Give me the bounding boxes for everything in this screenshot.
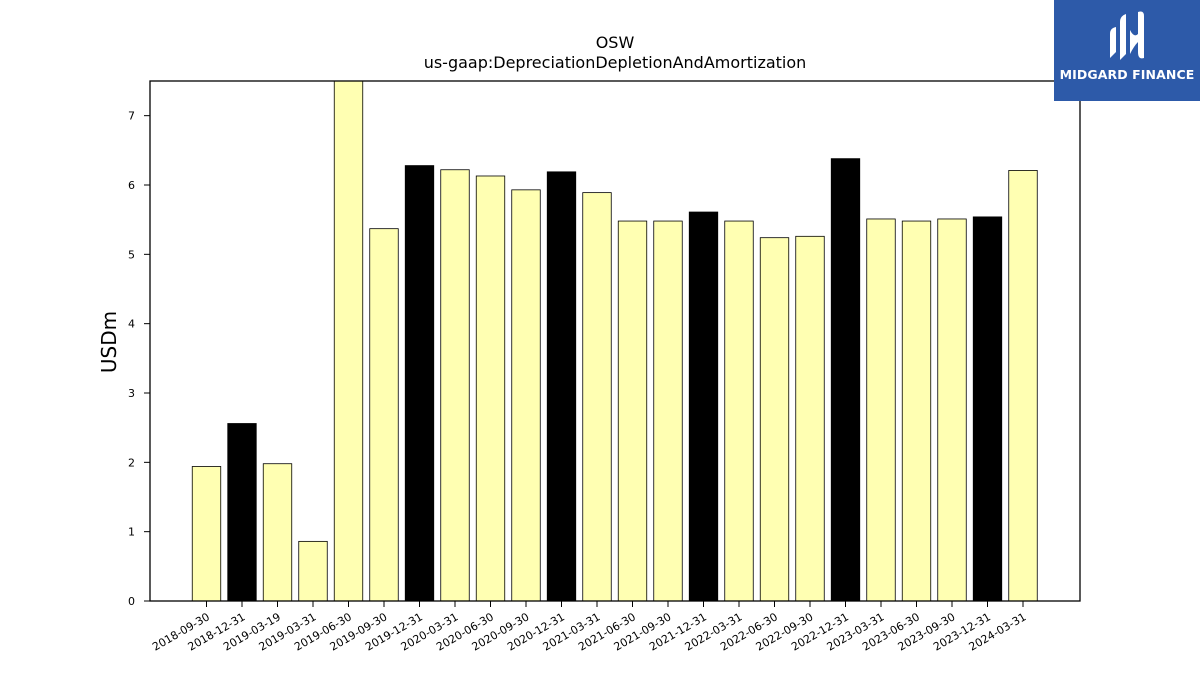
midgard-finance-logo: MIDGARD FINANCE: [1054, 0, 1200, 101]
bar-2024-03-31: [1008, 170, 1038, 602]
y-tick-label: 0: [128, 595, 135, 608]
bar-2018-09-30: [191, 466, 222, 602]
bar-2023-06-30: [901, 220, 932, 602]
bar-2020-03-31: [440, 169, 470, 602]
bar-2019-12-31: [404, 165, 435, 602]
bar-2023-09-30: [937, 218, 967, 602]
y-tick-label: 5: [128, 248, 135, 261]
y-tick-label: 3: [128, 387, 135, 400]
bar-2022-12-31: [830, 158, 861, 602]
bar-2021-06-30: [617, 220, 648, 602]
bar-2020-09-30: [511, 189, 541, 602]
y-tick-label: 4: [128, 318, 135, 331]
y-tick-label: 6: [128, 179, 135, 192]
bar-2021-03-31: [582, 192, 612, 602]
bar-2023-12-31: [972, 216, 1003, 602]
y-tick-label: 2: [128, 456, 135, 469]
bar-2019-09-30: [369, 228, 399, 602]
chart-title: OSW: [596, 33, 635, 52]
bar-2019-03-19: [262, 463, 293, 602]
y-tick-label: 1: [128, 526, 135, 539]
bar-2019-03-31: [298, 540, 328, 602]
bar-2022-03-31: [724, 220, 754, 602]
bar-2019-06-30: [333, 80, 364, 602]
y-axis-label: USDm: [97, 311, 121, 373]
plot-frame: [149, 80, 1081, 602]
bar-2021-09-30: [653, 220, 683, 602]
bar-2018-12-31: [227, 423, 257, 602]
midgard-m-logo-icon: [1110, 11, 1144, 60]
chart-subtitle: us-gaap:DepreciationDepletionAndAmortiza…: [424, 53, 807, 72]
bar-2020-06-30: [475, 175, 506, 602]
bar-2022-09-30: [795, 235, 825, 602]
bars-group: [191, 80, 1038, 602]
bar-2021-12-31: [688, 211, 719, 602]
bar-2020-12-31: [546, 171, 577, 602]
bar-2022-06-30: [759, 237, 790, 602]
logo-text: MIDGARD FINANCE: [1059, 67, 1195, 82]
x-axis: 2018-09-302018-12-312019-03-192019-03-31…: [150, 601, 1029, 654]
y-tick-label: 7: [128, 110, 135, 123]
bar-2023-03-31: [866, 218, 896, 602]
y-axis: 0 1 2 3 4 5 6 7: [128, 110, 150, 608]
